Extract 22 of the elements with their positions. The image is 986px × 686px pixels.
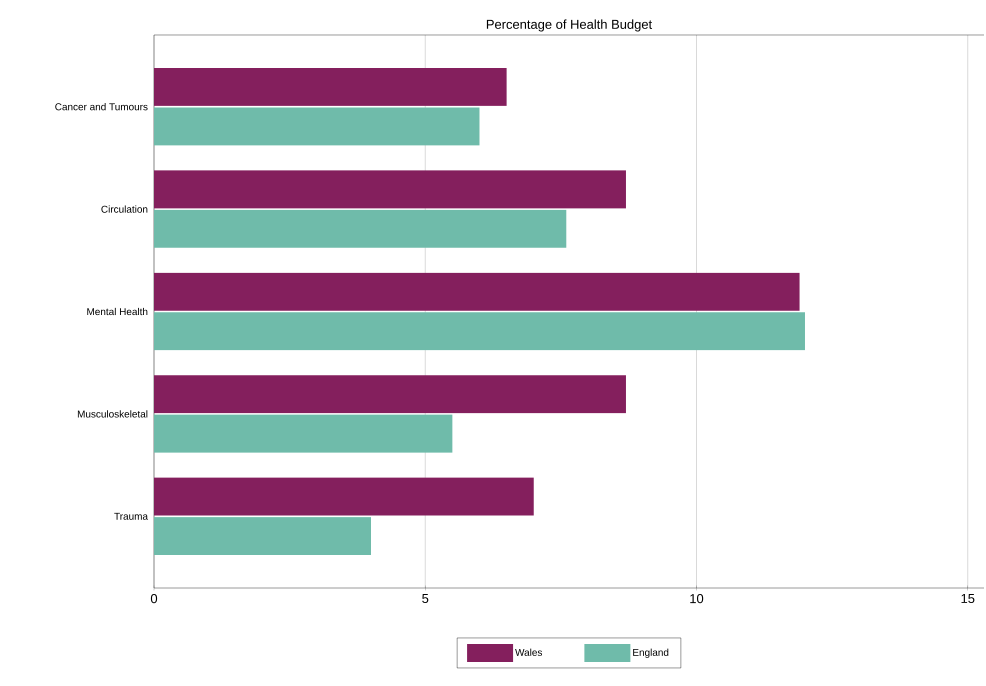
legend-label: England — [633, 648, 668, 658]
x-tick-label: 5 — [422, 594, 428, 604]
y-tick-label: Circulation — [101, 205, 148, 213]
bar — [154, 375, 626, 414]
bar — [154, 517, 371, 555]
bar — [154, 312, 805, 350]
chart-title: Percentage of Health Budget — [486, 19, 652, 32]
legend-label: Wales — [515, 648, 542, 656]
bar — [154, 478, 534, 516]
bar — [154, 68, 507, 106]
y-tick-label: Trauma — [114, 512, 148, 520]
x-tick-label: 15 — [962, 594, 974, 604]
bar — [154, 170, 626, 208]
y-tick-label: Mental Health — [87, 308, 148, 316]
bar — [154, 414, 452, 453]
bar — [154, 272, 800, 311]
bar — [154, 107, 480, 146]
x-tick-label: 0 — [150, 594, 158, 604]
x-tick-label: 10 — [690, 594, 704, 604]
bar — [154, 210, 566, 248]
y-tick-label: Cancer and Tumours — [55, 103, 148, 110]
y-tick-label: Musculoskeletal — [78, 410, 148, 418]
